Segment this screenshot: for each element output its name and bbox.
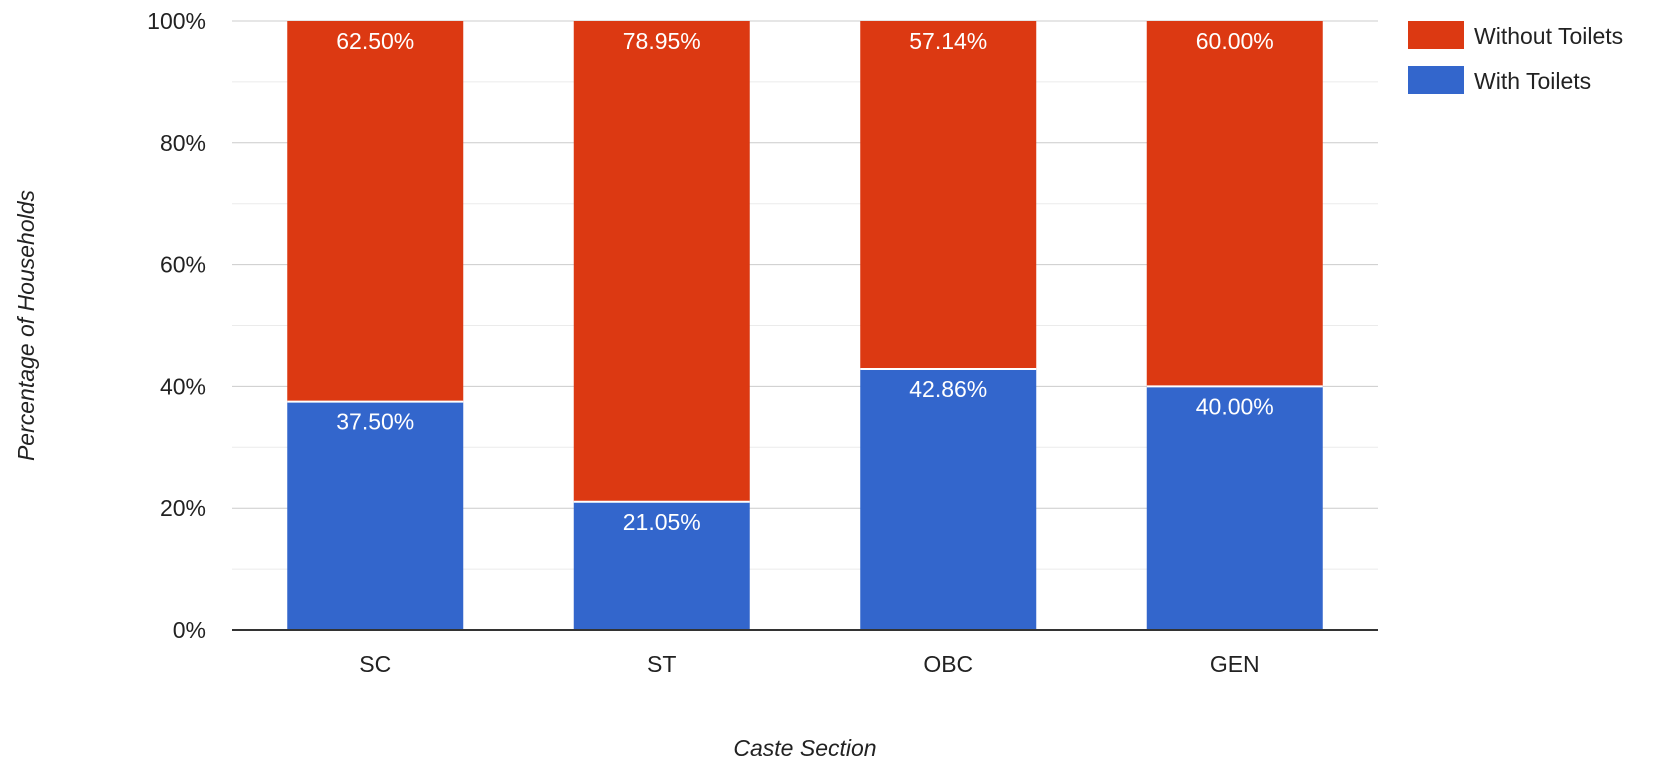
data-label: 21.05% <box>623 509 701 535</box>
data-labels: 37.50% 62.50% 21.05% 78.95% 42.86% 57.14% 40.0… <box>336 28 1274 535</box>
bar-with-toilets-obc <box>860 368 1037 630</box>
x-axis-title: Caste Section <box>733 735 876 761</box>
bar-with-toilets-st <box>573 501 750 630</box>
x-tick-label: GEN <box>1210 651 1260 677</box>
bar-without-toilets-obc <box>860 21 1037 369</box>
bar-without-toilets-st <box>573 21 750 502</box>
bar-without-toilets-sc <box>287 21 464 402</box>
x-tick-label: ST <box>647 651 676 677</box>
legend: Without Toilets With Toilets <box>1408 21 1623 94</box>
bar-with-toilets-gen <box>1146 386 1323 630</box>
data-label: 62.50% <box>336 28 414 54</box>
data-label: 37.50% <box>336 409 414 435</box>
legend-label: With Toilets <box>1474 68 1591 94</box>
bar-with-toilets-sc <box>287 401 464 630</box>
y-tick-label: 0% <box>173 617 206 643</box>
data-label: 57.14% <box>909 28 987 54</box>
data-label: 60.00% <box>1196 28 1274 54</box>
y-tick-label: 100% <box>147 8 206 34</box>
legend-swatch <box>1408 66 1464 94</box>
legend-swatch <box>1408 21 1464 49</box>
x-axis-ticks: SC ST OBC GEN <box>359 651 1259 677</box>
y-axis-title: Percentage of Households <box>13 189 39 461</box>
y-axis-ticks: 0% 20% 40% 60% 80% 100% <box>147 8 206 643</box>
y-tick-label: 80% <box>160 130 206 156</box>
data-label: 78.95% <box>623 28 701 54</box>
bars <box>287 21 1323 630</box>
y-tick-label: 40% <box>160 373 206 399</box>
legend-label: Without Toilets <box>1474 23 1623 49</box>
y-tick-label: 60% <box>160 252 206 278</box>
data-label: 42.86% <box>909 376 987 402</box>
x-tick-label: SC <box>359 651 391 677</box>
y-tick-label: 20% <box>160 495 206 521</box>
x-tick-label: OBC <box>923 651 973 677</box>
data-label: 40.00% <box>1196 393 1274 419</box>
bar-without-toilets-gen <box>1146 21 1323 387</box>
